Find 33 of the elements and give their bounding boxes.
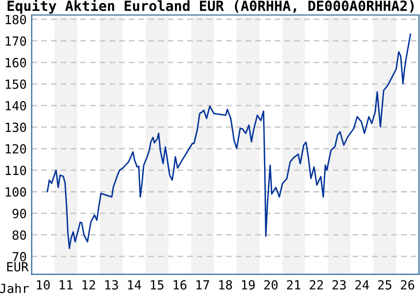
- y-tick-label: 80: [12, 230, 26, 240]
- x-axis-title: Jahr: [0, 283, 29, 294]
- y-tick-label: 90: [12, 208, 26, 218]
- y-tick-label: 120: [6, 144, 26, 154]
- x-tick-label: 23: [332, 280, 346, 290]
- y-tick-label: 130: [6, 122, 26, 132]
- x-tick-label: 12: [82, 280, 96, 290]
- y-axis-title: EUR: [7, 262, 29, 272]
- x-tick-label: 19: [242, 280, 255, 290]
- x-tick-label: 16: [174, 280, 186, 290]
- x-tick-label: 18: [219, 280, 232, 290]
- x-tick-label: 14: [128, 280, 142, 290]
- x-tick-label: 26: [400, 280, 414, 290]
- x-tick-label: 21: [287, 280, 300, 290]
- y-tick-label: 70: [12, 252, 26, 262]
- x-tick-label: 10: [36, 280, 50, 290]
- x-tick-label: 25: [378, 280, 392, 290]
- y-tick-label: 140: [6, 101, 26, 110]
- x-tick-label: 13: [105, 280, 118, 290]
- y-tick-label: 180: [6, 14, 26, 24]
- y-tick-label: 150: [6, 79, 26, 89]
- x-tick-label: 17: [196, 280, 210, 290]
- y-tick-label: 100: [6, 187, 26, 197]
- x-tick-label: 11: [60, 280, 72, 290]
- line-series: [46, 33, 412, 250]
- x-tick-label: 24: [355, 280, 369, 290]
- chart-title: Equity Aktien Euroland EUR (A0RHHA, DE000A0RHHA2): [8, 0, 414, 14]
- y-tick-label: 160: [6, 58, 26, 68]
- x-tick-label: 20: [264, 280, 278, 290]
- y-tick-label: 110: [6, 166, 26, 176]
- x-tick-label: 15: [150, 280, 164, 290]
- x-tick-label: 22: [310, 280, 323, 290]
- y-tick-label: 170: [6, 36, 26, 46]
